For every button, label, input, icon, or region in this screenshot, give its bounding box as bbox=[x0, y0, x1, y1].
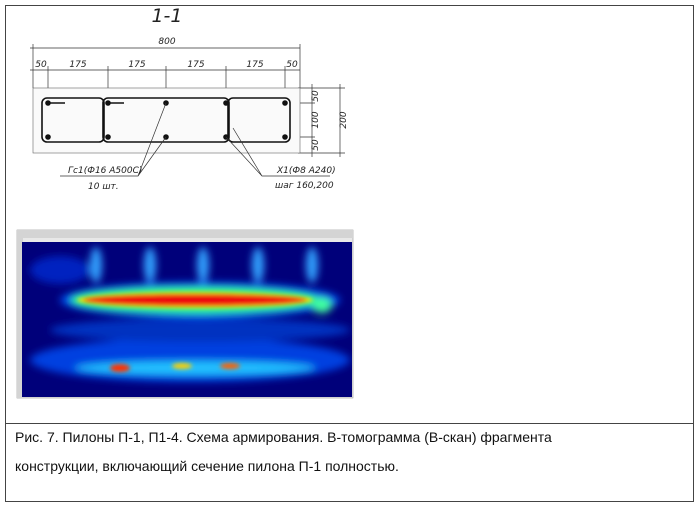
table-border bbox=[5, 5, 694, 502]
b-scan-image bbox=[16, 229, 354, 399]
segment-width: 175 bbox=[128, 60, 145, 70]
segment-width: 175 bbox=[187, 60, 204, 70]
stirrup-pitch: шаг 160,200 bbox=[275, 181, 334, 191]
overall-width: 800 bbox=[158, 37, 175, 47]
height: 50 bbox=[311, 139, 321, 151]
overall-height: 200 bbox=[339, 111, 349, 128]
section-drawing: 1-1 800 50 175 175 175 175 50 50 100 50 … bbox=[30, 5, 349, 192]
segment-width: 175 bbox=[69, 60, 86, 70]
rebar-count: 10 шт. bbox=[88, 182, 119, 192]
stirrup-label: Х1(Ф8 А240) bbox=[276, 166, 336, 176]
segment-width: 50 bbox=[35, 60, 47, 70]
rebar-label: Гс1(Ф16 А500С) bbox=[68, 166, 142, 176]
caption-line: Рис. 7. Пилоны П-1, П1-4. Схема армирова… bbox=[15, 429, 552, 445]
segment-width: 175 bbox=[246, 60, 263, 70]
segment-width: 50 bbox=[286, 60, 298, 70]
height: 100 bbox=[311, 111, 321, 128]
caption-line: конструкции, включающий сечение пилона П… bbox=[15, 458, 399, 474]
height: 50 bbox=[311, 90, 321, 102]
section-title: 1-1 bbox=[151, 5, 182, 27]
